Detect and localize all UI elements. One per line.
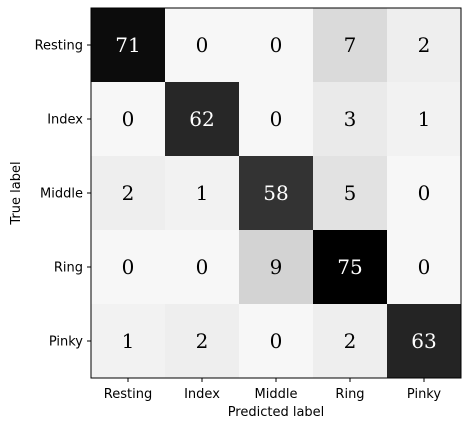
y-tick-label-3: Ring (54, 261, 83, 276)
cell-value-3-1: 0 (196, 255, 209, 279)
cell-value-4-3: 2 (344, 329, 357, 353)
cell-value-3-3: 75 (337, 255, 362, 279)
x-axis-ticks: Resting Index Middle Ring Pinky (104, 378, 442, 402)
x-tick-label-1: Index (184, 387, 220, 402)
y-tick-label-4: Pinky (49, 335, 83, 350)
cell-value-4-2: 0 (270, 329, 283, 353)
y-axis-ticks: Resting Index Middle Ring Pinky (35, 39, 91, 350)
y-axis-label: True label (9, 161, 24, 225)
cell-value-2-4: 0 (418, 181, 431, 205)
cell-value-0-1: 0 (196, 33, 209, 57)
x-tick-label-0: Resting (104, 387, 152, 402)
cell-value-1-2: 0 (270, 107, 283, 131)
cell-value-0-2: 0 (270, 33, 283, 57)
cell-value-4-0: 1 (122, 329, 135, 353)
cell-value-2-3: 5 (344, 181, 357, 205)
x-axis-label: Predicted label (228, 405, 325, 420)
cell-value-2-2: 58 (263, 181, 288, 205)
cell-value-2-0: 2 (122, 181, 135, 205)
cell-value-4-4: 63 (411, 329, 436, 353)
x-tick-label-4: Pinky (407, 387, 441, 402)
cell-value-3-2: 9 (270, 255, 283, 279)
cell-value-1-3: 3 (344, 107, 357, 131)
y-tick-label-2: Middle (40, 187, 83, 202)
y-tick-label-0: Resting (35, 39, 83, 54)
cell-value-1-1: 62 (189, 107, 214, 131)
y-tick-label-1: Index (47, 113, 83, 128)
cell-value-2-1: 1 (196, 181, 209, 205)
cell-value-1-4: 1 (418, 107, 431, 131)
cell-value-1-0: 0 (122, 107, 135, 131)
cell-value-0-0: 71 (115, 33, 140, 57)
cell-value-3-0: 0 (122, 255, 135, 279)
cell-value-4-1: 2 (196, 329, 209, 353)
x-tick-label-3: Ring (335, 387, 364, 402)
cell-value-3-4: 0 (418, 255, 431, 279)
cell-value-0-3: 7 (344, 33, 357, 57)
cell-value-0-4: 2 (418, 33, 431, 57)
x-tick-label-2: Middle (255, 387, 298, 402)
